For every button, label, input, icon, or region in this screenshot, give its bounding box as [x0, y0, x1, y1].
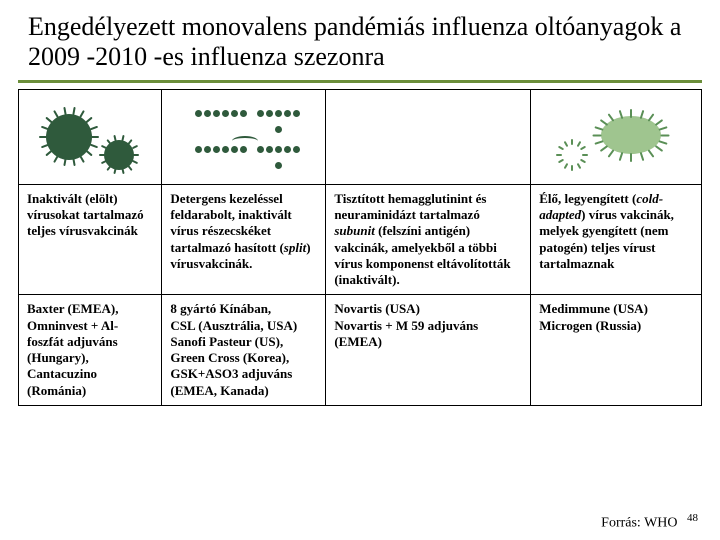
footer: Forrás: WHO 48: [601, 512, 698, 532]
cell-manufacturer: 8 gyártó Kínában,CSL (Ausztrália, USA)Sa…: [162, 295, 326, 406]
cell-manufacturer: Medimmune (USA)Microgen (Russia): [531, 295, 702, 406]
page-number: 48: [687, 512, 698, 524]
table-row: Inaktivált (elölt) vírusokat tartalmazó …: [19, 184, 702, 295]
cell-illustration: [531, 89, 702, 184]
cell-illustration: [19, 89, 162, 184]
source-label: Forrás: WHO: [601, 516, 677, 531]
title-container: Engedélyezett monovalens pandémiás influ…: [18, 8, 702, 83]
table-row: [19, 89, 702, 184]
cell-description: Tisztított hemagglutinint és neuraminidá…: [326, 184, 531, 295]
whole-virus-icon: [27, 96, 153, 178]
live-attenuated-virus-icon: [539, 96, 693, 178]
subunit-virus-icon: [334, 96, 522, 178]
cell-description: Élő, legyengített (cold-adapted) vírus v…: [531, 184, 702, 295]
cell-illustration: [326, 89, 531, 184]
cell-manufacturer: Baxter (EMEA),Omninvest + Al-foszfát adj…: [19, 295, 162, 406]
cell-illustration: [162, 89, 326, 184]
cell-description: Detergens kezeléssel feldarabolt, inakti…: [162, 184, 326, 295]
cell-description: Inaktivált (elölt) vírusokat tartalmazó …: [19, 184, 162, 295]
vaccine-table: Inaktivált (elölt) vírusokat tartalmazó …: [18, 89, 702, 406]
page-title: Engedélyezett monovalens pandémiás influ…: [28, 12, 702, 72]
cell-manufacturer: Novartis (USA)Novartis + M 59 adjuváns (…: [326, 295, 531, 406]
split-virus-icon: [170, 96, 317, 178]
table-row: Baxter (EMEA),Omninvest + Al-foszfát adj…: [19, 295, 702, 406]
